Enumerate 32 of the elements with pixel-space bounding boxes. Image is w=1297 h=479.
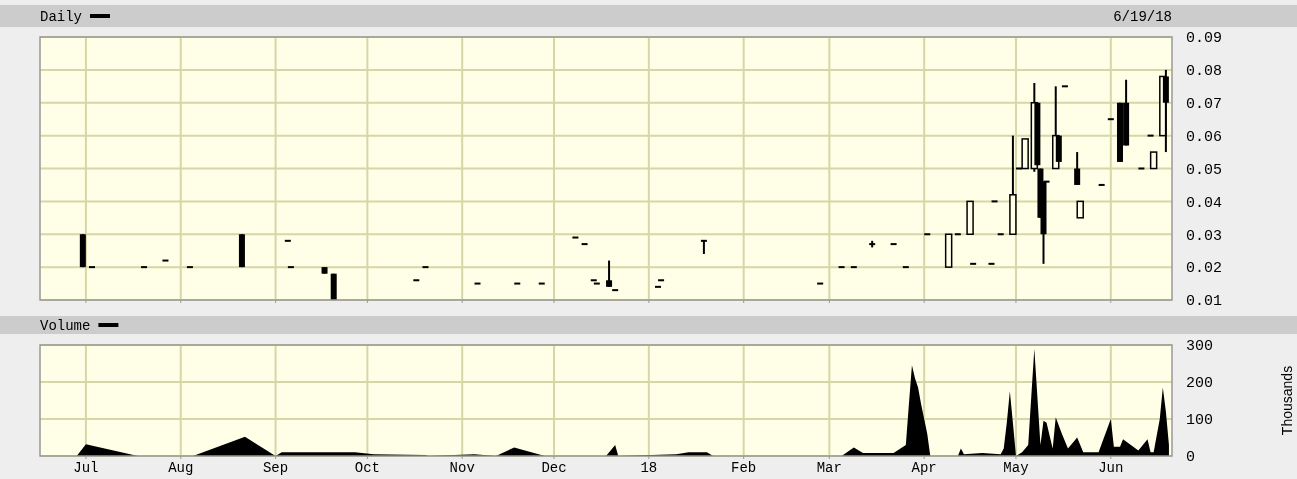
y-tick-label: 200 [1186, 375, 1214, 393]
x-tick-label: Aug [168, 460, 194, 476]
y-tick-label: 0.06 [1186, 128, 1223, 146]
x-tick-label: 18 [640, 460, 658, 476]
y-tick-label: 0.05 [1186, 161, 1223, 179]
candlestick [606, 259, 613, 288]
x-tick-label: May [1003, 460, 1029, 476]
y-tick-label: 0 [1186, 449, 1196, 467]
chart-subtitle: 6/19/18 [1113, 8, 1172, 25]
x-tick-label: Oct [354, 460, 380, 476]
x-tick-label: Jul [73, 460, 99, 476]
y-tick-label: 0.03 [1186, 227, 1223, 245]
x-tick-label: Apr [911, 460, 937, 476]
y-tick-label: 0.08 [1186, 63, 1223, 81]
x-tick-label: Mar [816, 460, 842, 476]
y-tick-label: 0.01 [1186, 293, 1223, 311]
y-tick-label: 0.09 [1186, 30, 1223, 48]
y-tick-label: 0.02 [1186, 260, 1223, 278]
legend-label: Daily [40, 8, 83, 25]
y-axis-title: Thousands [1279, 365, 1295, 436]
y-tick-label: 0.07 [1186, 96, 1223, 113]
x-tick-label: Feb [731, 460, 757, 476]
x-tick-label: Jun [1098, 460, 1124, 476]
y-tick-label: 300 [1186, 338, 1214, 356]
y-tick-label: 0.04 [1186, 194, 1223, 212]
legend-label: Volume [40, 317, 91, 334]
x-tick-label: Sep [262, 460, 289, 476]
x-tick-label: Nov [449, 460, 475, 476]
candlestick [1074, 151, 1081, 186]
y-tick-label: 100 [1186, 412, 1214, 430]
x-tick-label: Dec [541, 460, 567, 476]
candlestick [700, 239, 707, 255]
